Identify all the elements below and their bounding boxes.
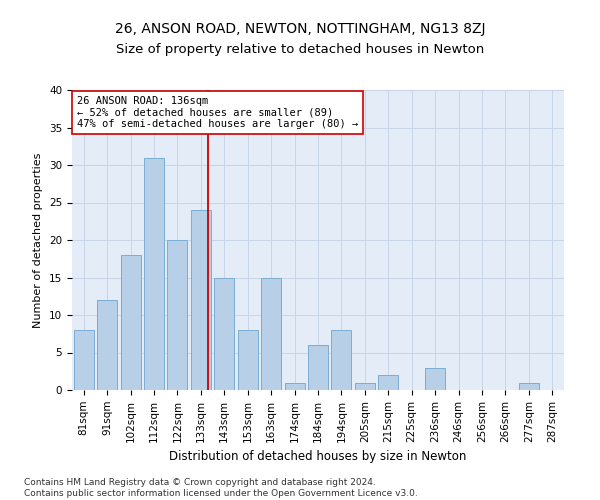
Text: Size of property relative to detached houses in Newton: Size of property relative to detached ho…	[116, 42, 484, 56]
Bar	[214, 278, 234, 390]
Bar	[261, 278, 281, 390]
Bar	[379, 375, 398, 390]
Bar	[331, 330, 352, 390]
Bar	[167, 240, 187, 390]
Y-axis label: Number of detached properties: Number of detached properties	[34, 152, 43, 328]
Bar	[97, 300, 117, 390]
X-axis label: Distribution of detached houses by size in Newton: Distribution of detached houses by size …	[169, 450, 467, 463]
Bar	[238, 330, 257, 390]
Text: Contains HM Land Registry data © Crown copyright and database right 2024.
Contai: Contains HM Land Registry data © Crown c…	[24, 478, 418, 498]
Bar	[121, 255, 140, 390]
Bar	[284, 382, 305, 390]
Text: 26, ANSON ROAD, NEWTON, NOTTINGHAM, NG13 8ZJ: 26, ANSON ROAD, NEWTON, NOTTINGHAM, NG13…	[115, 22, 485, 36]
Bar	[308, 345, 328, 390]
Bar	[74, 330, 94, 390]
Bar	[519, 382, 539, 390]
Bar	[425, 368, 445, 390]
Bar	[355, 382, 375, 390]
Text: 26 ANSON ROAD: 136sqm
← 52% of detached houses are smaller (89)
47% of semi-deta: 26 ANSON ROAD: 136sqm ← 52% of detached …	[77, 96, 358, 129]
Bar	[144, 158, 164, 390]
Bar	[191, 210, 211, 390]
